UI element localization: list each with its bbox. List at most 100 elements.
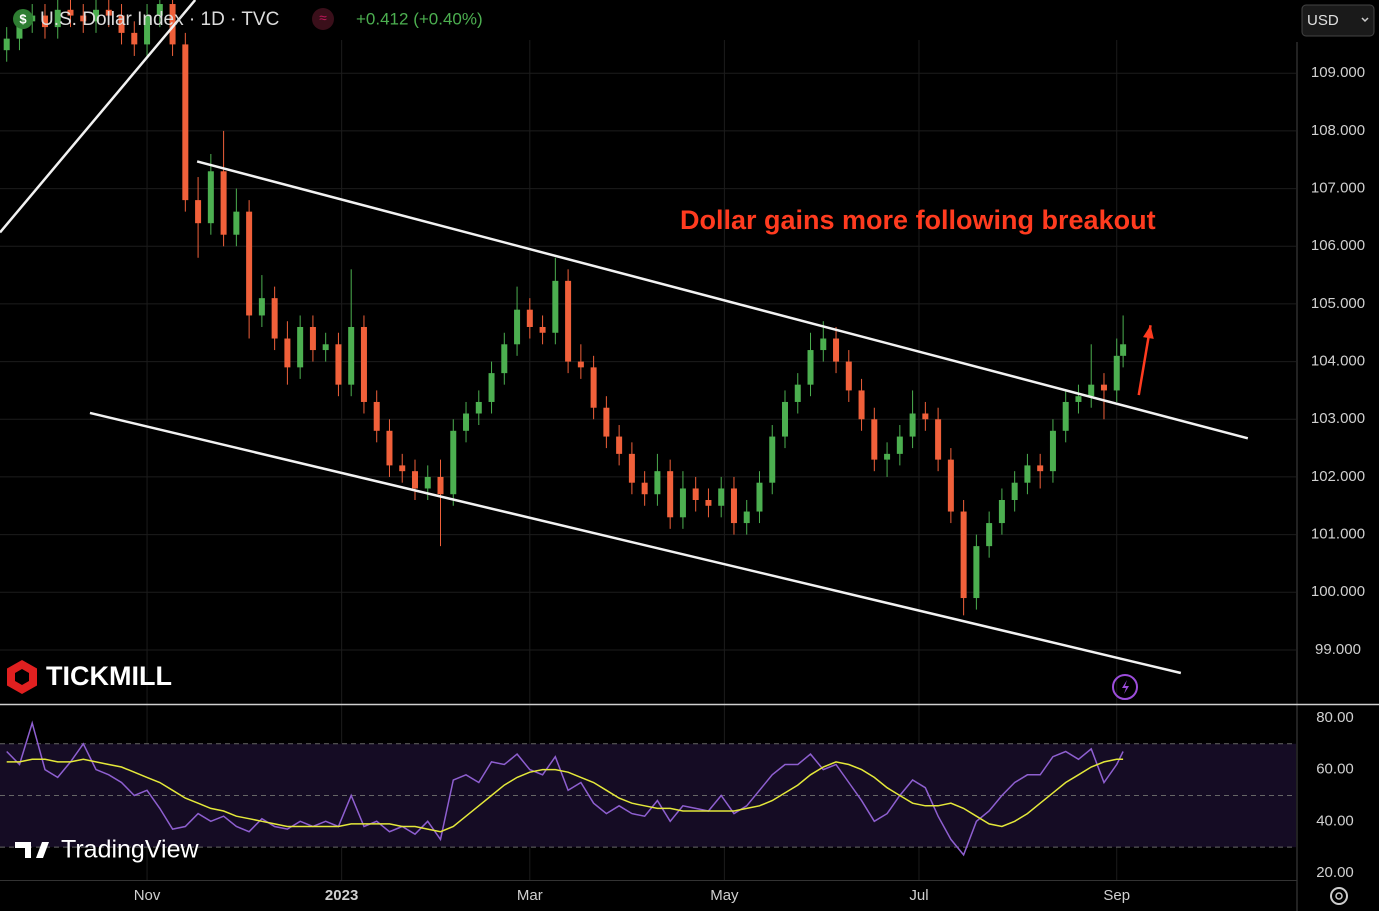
candle-body bbox=[16, 21, 23, 39]
candle-body bbox=[603, 407, 610, 437]
y-tick-label: 104.000 bbox=[1311, 353, 1365, 370]
axes: 99.000 100.000 101.000 102.000 103.000 104.00… bbox=[0, 42, 1379, 911]
candle-body bbox=[692, 488, 699, 501]
rsi-panel bbox=[0, 720, 1296, 857]
candle-body bbox=[309, 326, 316, 351]
candle-body bbox=[628, 453, 635, 483]
candle-body bbox=[156, 4, 163, 16]
candle-body bbox=[514, 309, 521, 345]
candle-body bbox=[1062, 401, 1069, 431]
candle-body bbox=[93, 9, 100, 22]
y-tick-label: 108.000 bbox=[1311, 122, 1365, 139]
candle-body bbox=[565, 280, 572, 362]
candle-body bbox=[807, 350, 814, 385]
candle-body bbox=[169, 4, 176, 45]
candle-body bbox=[118, 15, 125, 33]
y-tick-label: 109.000 bbox=[1311, 64, 1365, 81]
currency-label[interactable]: USD bbox=[1307, 12, 1339, 29]
candle-body bbox=[871, 419, 878, 460]
chart-title: U.S. Dollar Index · 1D · TVC bbox=[40, 9, 279, 30]
alert-glyph[interactable] bbox=[1122, 680, 1129, 694]
y-tick-label: 101.000 bbox=[1311, 526, 1365, 543]
candle-body bbox=[845, 361, 852, 391]
x-tick-label: Jul bbox=[909, 887, 928, 904]
candle-body bbox=[284, 338, 291, 368]
rsi-tick-label: 60.00 bbox=[1316, 761, 1354, 778]
x-tick-label: Nov bbox=[134, 887, 161, 904]
candle-body bbox=[667, 471, 674, 518]
symbol-glyph: $ bbox=[19, 11, 27, 26]
candle-body bbox=[399, 465, 406, 472]
candle-body bbox=[207, 171, 214, 224]
header: $ U.S. Dollar Index · 1D · TVC ≈ +0.412 … bbox=[13, 4, 1375, 37]
x-tick-label: May bbox=[710, 887, 739, 904]
candle-body bbox=[718, 488, 725, 506]
y-tick-label: 107.000 bbox=[1311, 180, 1365, 197]
candle-body bbox=[679, 488, 686, 518]
currency-button[interactable] bbox=[1301, 4, 1375, 37]
candle-body bbox=[322, 344, 329, 351]
candle-body bbox=[1113, 355, 1120, 391]
alert-icon[interactable] bbox=[1112, 674, 1138, 700]
candle-body bbox=[654, 471, 661, 495]
tickmill-logo: TICKMILL bbox=[7, 660, 172, 694]
candle-body bbox=[488, 373, 495, 402]
price-panel bbox=[0, 0, 1249, 675]
y-tick-label: 102.000 bbox=[1311, 468, 1365, 485]
candle-body bbox=[450, 430, 457, 495]
candle-body bbox=[246, 211, 253, 316]
candle-body bbox=[80, 15, 87, 22]
y-tick-label: 99.000 bbox=[1315, 641, 1361, 658]
candle-body bbox=[437, 476, 444, 495]
candle-body bbox=[424, 476, 431, 489]
candle-body bbox=[1037, 465, 1044, 472]
y-tick-label: 106.000 bbox=[1311, 237, 1365, 254]
x-tick-label: Sep bbox=[1103, 887, 1130, 904]
candle-body bbox=[973, 546, 980, 599]
candle-body bbox=[3, 38, 10, 51]
candle-body bbox=[909, 413, 916, 437]
candle-body bbox=[1100, 384, 1107, 391]
candle-body bbox=[67, 9, 74, 16]
tradingview-logo: TradingView bbox=[15, 836, 200, 864]
candle-body bbox=[922, 413, 929, 420]
candle-body bbox=[833, 338, 840, 362]
candle-body bbox=[182, 44, 189, 201]
candle-body bbox=[794, 384, 801, 402]
candle-body bbox=[373, 401, 380, 431]
candle-body bbox=[769, 436, 776, 483]
rsi-ma-line bbox=[6, 758, 1124, 833]
candle-body bbox=[756, 482, 763, 512]
candle-body bbox=[386, 430, 393, 466]
candle-body bbox=[577, 361, 584, 368]
candle-body bbox=[463, 413, 470, 431]
candle-body bbox=[1120, 344, 1127, 356]
candle-body bbox=[782, 401, 789, 437]
candle-body bbox=[998, 500, 1005, 524]
candle-body bbox=[1088, 384, 1095, 397]
settings-icon[interactable] bbox=[1330, 887, 1348, 905]
y-tick-label: 103.000 bbox=[1311, 410, 1365, 427]
settings-icon-center[interactable] bbox=[1335, 892, 1343, 900]
dropdown-caret[interactable] bbox=[1361, 17, 1369, 23]
indicator-glyph: ≈ bbox=[319, 10, 327, 26]
candle-body bbox=[41, 15, 48, 28]
candle-body bbox=[297, 326, 304, 368]
candle-body bbox=[411, 471, 418, 489]
trendline bbox=[196, 160, 1249, 440]
candle-body bbox=[1049, 430, 1056, 472]
candle-body bbox=[820, 338, 827, 351]
candle-body bbox=[348, 326, 355, 385]
candle-body bbox=[233, 211, 240, 235]
arrow-head bbox=[1143, 325, 1154, 339]
candle-body bbox=[144, 15, 151, 45]
candle-body bbox=[131, 32, 138, 45]
candle-body bbox=[947, 459, 954, 512]
candle-body bbox=[641, 482, 648, 495]
x-tick-label: Mar bbox=[517, 887, 543, 904]
candle-body bbox=[884, 453, 891, 460]
trendline bbox=[0, 0, 197, 234]
tickmill-mark-inner bbox=[15, 669, 29, 685]
candle-body bbox=[896, 436, 903, 454]
